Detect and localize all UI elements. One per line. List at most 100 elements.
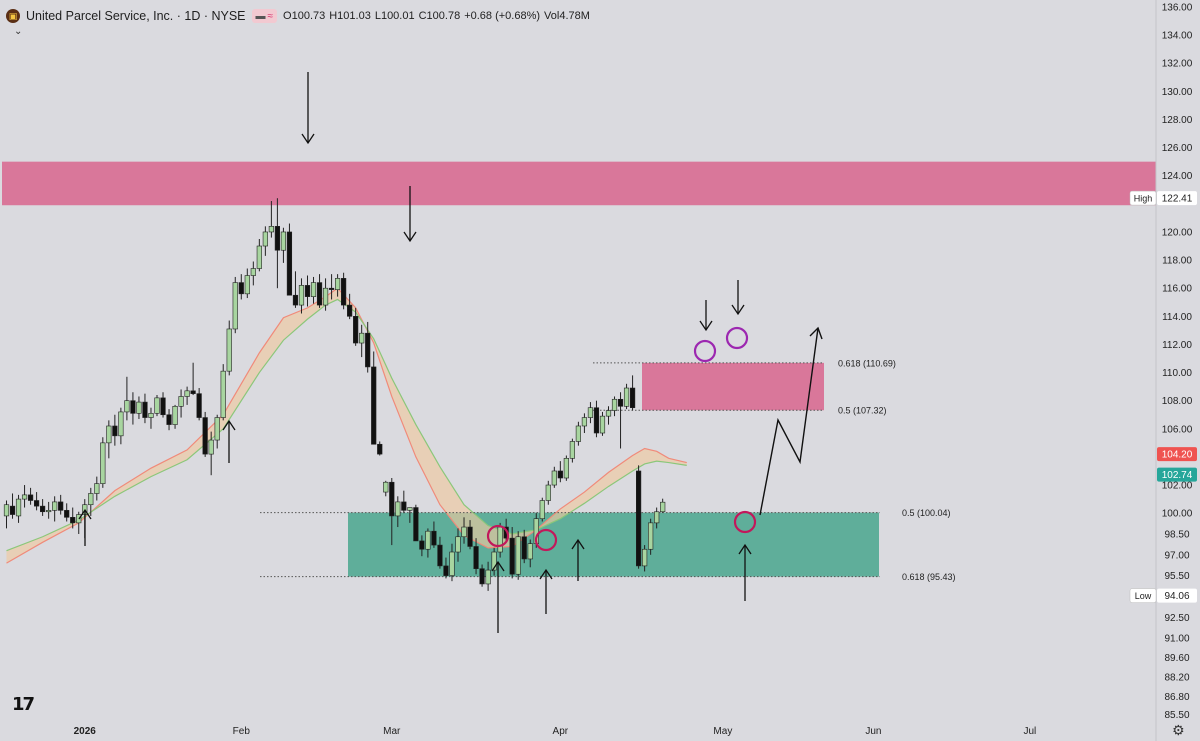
bull-candle-body: [172, 406, 178, 425]
candle: [551, 466, 557, 488]
bull-candle-body: [298, 285, 305, 306]
compare-badge[interactable]: ▬ ≈: [251, 9, 278, 23]
candle: [407, 507, 413, 523]
bear-candle-body: [521, 536, 527, 560]
price-tag: High 122.41: [1129, 190, 1197, 206]
time-tick-label: May: [713, 726, 732, 737]
candle: [569, 438, 575, 463]
candle: [509, 527, 515, 579]
up-arrow: [78, 508, 92, 546]
price-tick-label: 112.00: [1162, 340, 1192, 351]
bear-candle-body: [437, 544, 443, 567]
price-tick-label: 91.00: [1164, 634, 1189, 645]
bull-candle-body: [262, 231, 268, 247]
bull-candle-body: [359, 332, 365, 344]
price-tick-label: 118.00: [1162, 256, 1192, 267]
candle: [250, 261, 256, 286]
bear-candle-body: [635, 470, 642, 567]
candle: [599, 411, 606, 436]
candle: [196, 388, 202, 421]
bear-candle-body: [371, 366, 377, 445]
bull-candle-body: [425, 530, 431, 550]
candle: [21, 485, 28, 508]
price-tick-label: 86.80: [1164, 692, 1189, 703]
time-tick-label: Jul: [1024, 726, 1037, 737]
bull-candle-body: [15, 498, 22, 517]
candle: [244, 268, 250, 299]
bear-candle-body: [202, 417, 208, 455]
bear-candle-body: [431, 530, 437, 546]
arrow-head: [699, 320, 713, 332]
bear-candle-body: [413, 507, 419, 542]
price-tick-label: 120.00: [1162, 227, 1193, 238]
candle: [419, 535, 425, 557]
bear-candle-body: [9, 505, 16, 515]
candle: [142, 393, 148, 424]
candle: [461, 517, 467, 544]
bear-candle-body: [64, 510, 70, 518]
price-tag: 102.74: [1157, 467, 1197, 482]
candle: [208, 431, 214, 476]
bear-candle-body: [365, 332, 371, 368]
highlight-circle: [733, 510, 757, 534]
candle: [371, 351, 377, 445]
bull-candle-body: [654, 511, 660, 524]
bull-candle-body: [563, 458, 569, 479]
symbol-title[interactable]: United Parcel Service, Inc. · 1D · NYSE: [26, 9, 246, 23]
price-tag: Low 94.06: [1129, 588, 1197, 603]
candle: [148, 407, 154, 429]
candle: [286, 223, 293, 296]
bull-candle-body: [587, 407, 594, 418]
bear-candle-body: [377, 443, 383, 455]
candle: [611, 396, 618, 417]
fib-label: 0.5 (100.04): [902, 508, 951, 518]
candle: [593, 400, 600, 438]
candle: [527, 539, 533, 568]
bull-candle-body: [310, 282, 317, 297]
candle: [449, 543, 455, 582]
candle: [425, 528, 431, 558]
arrow-head: [571, 538, 585, 550]
bull-candle-body: [334, 278, 341, 290]
bull-candle-body: [551, 470, 557, 486]
chevron-down-icon[interactable]: ⌄: [14, 26, 23, 37]
tradingview-logo[interactable]: 17: [12, 694, 35, 715]
price-tick-label: 116.00: [1162, 284, 1192, 295]
bull-candle-body: [106, 425, 112, 444]
candle: [467, 520, 473, 550]
candle: [46, 501, 52, 519]
bull-candle-body: [515, 536, 521, 575]
price-tick-label: 102.00: [1162, 481, 1193, 492]
down-arrow: [699, 300, 713, 332]
ohlc-open: O100.73: [283, 10, 326, 22]
highlight-circle: [534, 528, 558, 552]
bull-candle-body: [100, 442, 106, 484]
bear-candle-body: [70, 517, 76, 524]
bull-candle-body: [94, 483, 100, 494]
bear-candle-body: [160, 397, 166, 416]
candle: [274, 198, 281, 289]
price-tick-label: 110.00: [1162, 368, 1192, 379]
candle: [443, 557, 449, 579]
price-tag-value-box: [1157, 467, 1197, 482]
price-tick-label: 128.00: [1162, 115, 1193, 126]
candle: [268, 201, 274, 238]
gear-icon[interactable]: ⚙: [1172, 722, 1185, 738]
price-tag-label-box: [1129, 588, 1157, 603]
symbol-header: ▣ United Parcel Service, Inc. · 1D · NYS…: [6, 6, 590, 26]
bull-candle-body: [569, 441, 575, 459]
ma-slow-line: [6, 298, 687, 552]
candle: [491, 547, 497, 576]
ohlc-low: L100.01: [374, 10, 415, 22]
bear-candle-body: [190, 390, 196, 394]
candle: [383, 480, 389, 497]
candle: [316, 274, 323, 308]
candle: [563, 455, 569, 481]
candle: [124, 376, 130, 421]
bull-candle-body: [605, 410, 612, 417]
highlight-circle: [725, 326, 749, 350]
price-tick-label: 88.20: [1164, 672, 1189, 683]
candle: [280, 227, 287, 263]
candle: [334, 274, 341, 297]
